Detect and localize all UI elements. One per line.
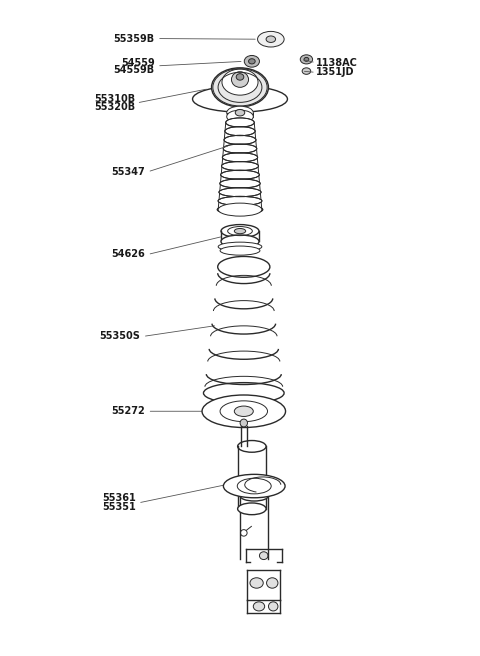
Ellipse shape	[221, 170, 259, 179]
Text: 55361: 55361	[102, 493, 136, 503]
Ellipse shape	[235, 110, 245, 116]
Ellipse shape	[218, 242, 262, 251]
Ellipse shape	[238, 503, 266, 515]
Ellipse shape	[250, 578, 263, 588]
Ellipse shape	[226, 118, 254, 127]
Ellipse shape	[218, 196, 262, 205]
Ellipse shape	[217, 205, 263, 214]
Ellipse shape	[302, 68, 311, 74]
Ellipse shape	[266, 36, 276, 43]
Ellipse shape	[225, 127, 255, 136]
Ellipse shape	[238, 441, 266, 452]
Ellipse shape	[253, 602, 264, 611]
Ellipse shape	[240, 491, 268, 501]
Ellipse shape	[221, 224, 259, 237]
Ellipse shape	[234, 406, 253, 417]
Ellipse shape	[240, 529, 247, 536]
Ellipse shape	[231, 72, 249, 87]
Ellipse shape	[222, 153, 258, 162]
Ellipse shape	[202, 395, 286, 428]
Ellipse shape	[221, 235, 259, 248]
Ellipse shape	[223, 474, 285, 498]
Ellipse shape	[222, 69, 258, 95]
Text: 55347: 55347	[111, 167, 145, 177]
Ellipse shape	[220, 246, 260, 255]
Ellipse shape	[268, 602, 278, 611]
Ellipse shape	[224, 135, 256, 144]
Ellipse shape	[260, 552, 268, 560]
Ellipse shape	[258, 31, 284, 47]
Ellipse shape	[212, 68, 268, 107]
Text: 55272: 55272	[111, 406, 145, 417]
Ellipse shape	[219, 188, 261, 197]
Ellipse shape	[249, 59, 255, 64]
Text: 1138AC: 1138AC	[316, 58, 358, 68]
Text: 54559B: 54559B	[113, 66, 155, 75]
Ellipse shape	[223, 144, 257, 153]
Ellipse shape	[244, 56, 260, 67]
Text: 55310B: 55310B	[95, 94, 136, 104]
Text: 55351: 55351	[102, 502, 136, 512]
Ellipse shape	[300, 55, 312, 64]
Text: 55359B: 55359B	[113, 33, 155, 43]
Ellipse shape	[218, 203, 262, 216]
Text: 55350S: 55350S	[99, 331, 140, 342]
Text: 55320B: 55320B	[95, 102, 136, 112]
Text: 54559: 54559	[121, 58, 155, 68]
Ellipse shape	[236, 73, 244, 80]
Ellipse shape	[240, 419, 248, 427]
Ellipse shape	[304, 58, 309, 61]
Ellipse shape	[227, 110, 253, 123]
Ellipse shape	[192, 86, 288, 112]
Text: 1351JD: 1351JD	[316, 68, 354, 77]
Ellipse shape	[220, 179, 260, 188]
Ellipse shape	[266, 578, 278, 588]
Ellipse shape	[234, 228, 246, 234]
Ellipse shape	[227, 106, 253, 119]
Text: 54626: 54626	[111, 249, 145, 260]
Ellipse shape	[221, 161, 259, 171]
